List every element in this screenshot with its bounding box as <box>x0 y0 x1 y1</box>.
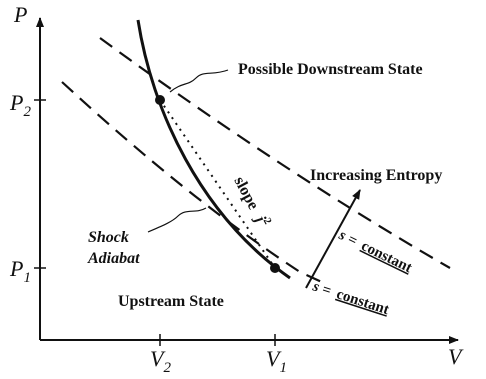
slope-label: slope j2 <box>230 172 274 230</box>
increasing-entropy-arrow <box>305 189 361 289</box>
shock-adiabat-pointer <box>147 207 207 233</box>
x-axis-label: V <box>448 344 464 369</box>
isentrope-lower-dashed <box>61 81 327 285</box>
y-tick-label-p1: P1 <box>9 256 31 286</box>
x-tick-label-v1: V1 <box>266 346 287 376</box>
downstream-pointer <box>169 69 229 93</box>
y-tick-label-p2: P2 <box>9 90 31 120</box>
shock-label: Shock <box>88 229 129 246</box>
shock-adiabat-curve <box>136 19 291 280</box>
svg-text:s = constant: s = constant <box>335 227 414 276</box>
downstream-state-point <box>155 95 165 105</box>
s-constant-upper-label: s = constant <box>335 227 414 276</box>
s-constant-lower-label: s = constant <box>310 278 391 318</box>
x-tick-label-v2: V2 <box>150 346 171 376</box>
y-axis-label: P <box>13 2 27 27</box>
upstream-state-point <box>270 263 280 273</box>
rayleigh-line-dotted <box>159 99 276 269</box>
increasing-entropy-label: Increasing Entropy <box>310 167 442 184</box>
upstream-state-label: Upstream State <box>118 293 224 310</box>
svg-text:s = constant: s = constant <box>310 278 391 318</box>
adiabat-label: Adiabat <box>87 250 140 267</box>
downstream-state-label: Possible Downstream State <box>238 61 423 78</box>
svg-text:slope j2: slope j2 <box>230 172 274 230</box>
